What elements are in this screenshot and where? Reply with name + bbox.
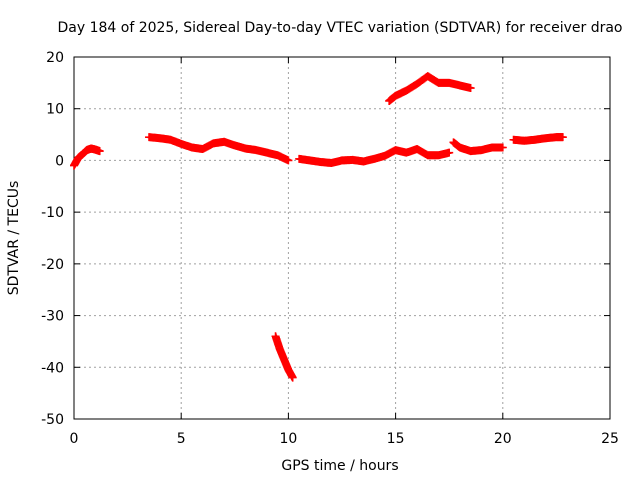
y-tick-label: -40 bbox=[41, 360, 64, 376]
y-tick-label: 20 bbox=[46, 50, 64, 66]
data-point bbox=[288, 373, 297, 382]
series-segment-main-3 bbox=[449, 138, 507, 156]
series-segment-late bbox=[509, 133, 567, 145]
series-segment-main-1 bbox=[145, 133, 293, 165]
x-axis-label: GPS time / hours bbox=[281, 458, 398, 474]
x-tick-label: 5 bbox=[177, 431, 186, 447]
data-point bbox=[95, 147, 104, 156]
x-tick-label: 20 bbox=[494, 431, 512, 447]
x-tick-label: 15 bbox=[387, 431, 405, 447]
data-point bbox=[284, 156, 293, 165]
data-point bbox=[445, 148, 454, 157]
plot-frame bbox=[73, 56, 611, 420]
y-tick-label: -20 bbox=[41, 257, 64, 273]
data-point bbox=[498, 143, 507, 152]
x-tick-label: 0 bbox=[70, 431, 79, 447]
series-segment-main-2 bbox=[295, 145, 454, 168]
x-tick-label: 25 bbox=[601, 431, 619, 447]
data-points bbox=[70, 72, 567, 382]
y-tick-label: -30 bbox=[41, 309, 64, 325]
y-tick-label: -50 bbox=[41, 412, 64, 428]
x-tick-label: 10 bbox=[279, 431, 297, 447]
grid-lines bbox=[74, 57, 610, 419]
series-segment-low bbox=[271, 332, 297, 382]
series-segment-early bbox=[70, 144, 104, 170]
y-axis-label: SDTVAR / TECUs bbox=[6, 181, 22, 296]
y-tick-label: 10 bbox=[46, 102, 64, 118]
y-tick-label: -10 bbox=[41, 205, 64, 221]
data-point bbox=[466, 84, 475, 93]
y-tick-label: 0 bbox=[55, 153, 64, 169]
data-point bbox=[558, 133, 567, 142]
chart-title: Day 184 of 2025, Sidereal Day-to-day VTE… bbox=[57, 20, 622, 36]
axis-ticks: 0 5 10 15 20 25 -50 -40 -30 -20 -10 0 10 20 bbox=[41, 50, 619, 447]
series-segment-high bbox=[385, 72, 475, 105]
